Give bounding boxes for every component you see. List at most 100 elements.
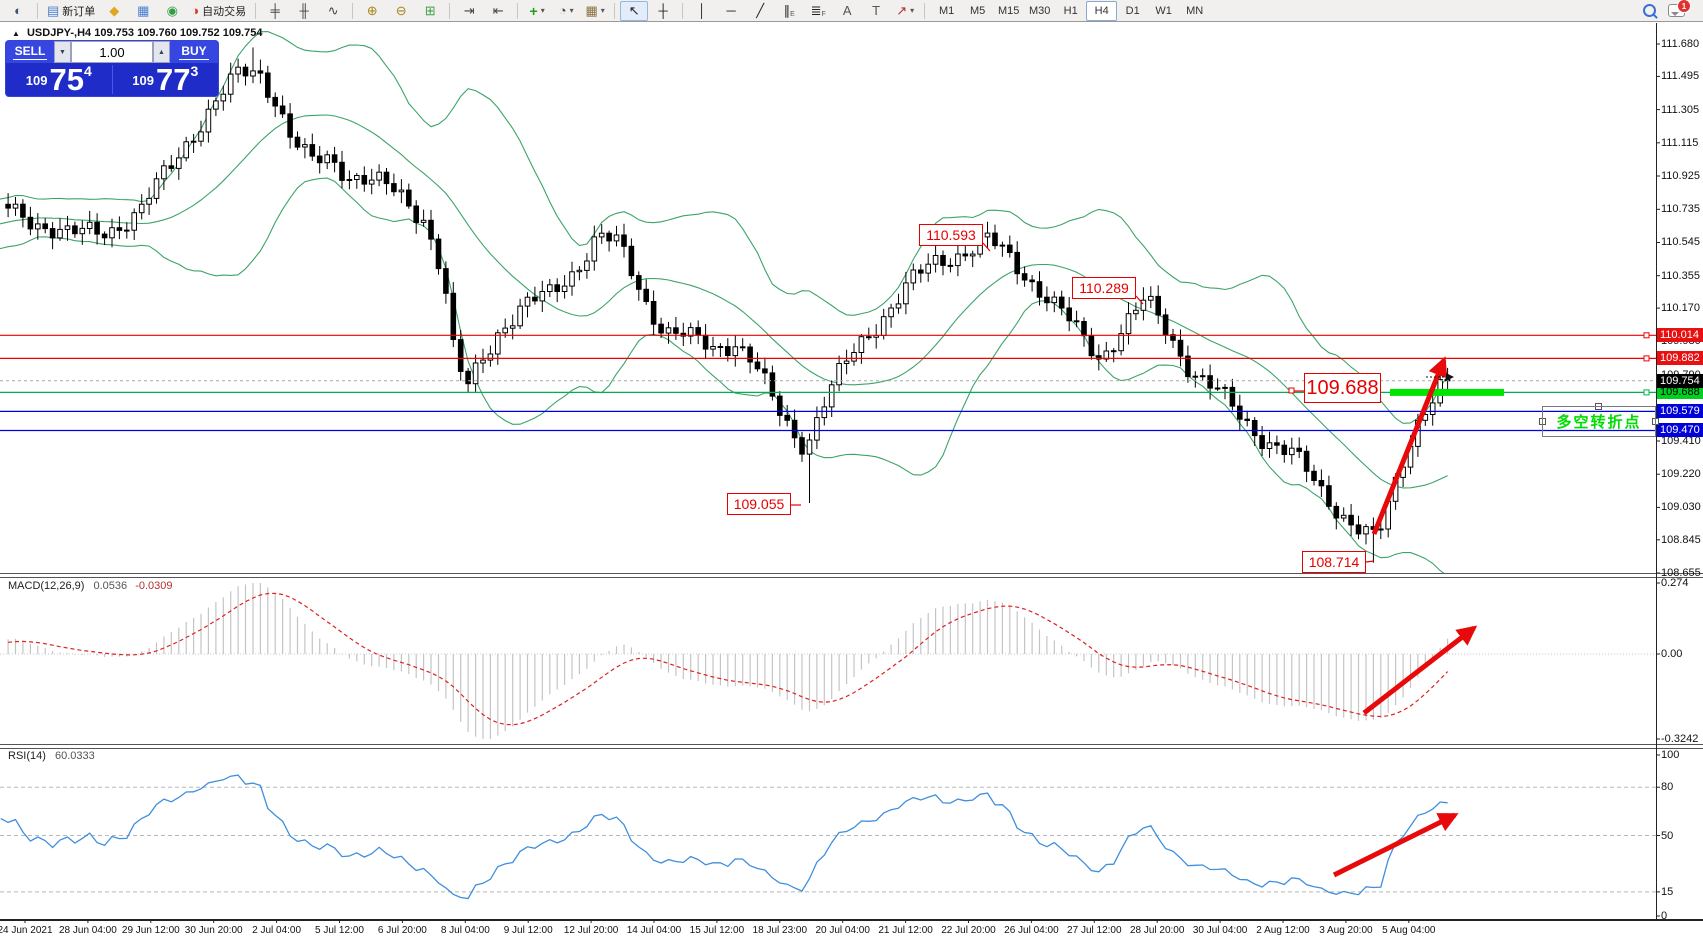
auto-scroll-icon: ⇤ [492,3,504,18]
note-text: 多空转折点 [1556,414,1642,431]
chart-shift-button[interactable]: ⇥ [455,1,483,21]
channel-button[interactable]: ∥ E [775,1,803,21]
buy-button[interactable]: BUY [170,41,218,63]
crosshair-button[interactable]: ┼ [649,1,677,21]
sell-price[interactable]: 109 75 4 [6,63,112,96]
sell-button-label: SELL [12,44,48,60]
rsi-label: RSI(14) 60.0333 [8,750,95,762]
text-button[interactable]: A [833,1,861,21]
rsi-name: RSI(14) [8,750,46,762]
trendline-button[interactable]: ╱ [746,1,774,21]
toolbar-separator [352,2,354,19]
line-chart-button[interactable]: ∿ [319,1,347,21]
time-axis-separator [0,919,1703,921]
price-divider [111,65,113,94]
arrows-button[interactable]: ↗ ▾ [891,1,919,21]
search-icon[interactable] [1643,4,1656,17]
zoom-out-icon: ⊖ [395,3,407,18]
toolbar-separator [924,2,926,19]
sell-price-pip: 4 [83,63,92,79]
signals-button[interactable]: ◉ [158,1,186,21]
callout-leader [982,242,991,252]
timeframe-m5[interactable]: M5 [970,4,986,17]
autotrading-button[interactable]: ◑ 自动交易 [187,1,250,21]
timeframe-m15[interactable]: M15 [997,4,1020,17]
buy-price[interactable]: 109 77 3 [113,63,219,96]
chat-icon[interactable]: 1 [1668,0,1691,17]
candlestick-chart-icon: ╫ [299,3,309,18]
candlestick-chart-button[interactable]: ╫ [290,1,318,21]
terminal-button[interactable]: ▦ [129,1,157,21]
app-button[interactable]: ◐ [4,1,32,21]
templates-button[interactable]: ▦ ▾ [581,1,609,21]
bar-chart-button[interactable]: ╪ [261,1,289,21]
chart-shift-icon: ⇥ [463,3,475,18]
channel-icon: ∥ [783,3,791,18]
metaeditor-button[interactable]: ◆ [100,1,128,21]
volume-decrease-button[interactable]: ▼ [54,41,71,63]
timeframe-w1[interactable]: W1 [1155,4,1172,17]
new-order-button[interactable]: ▤ 新订单 [43,1,99,21]
volume-increase-button[interactable]: ▲ [153,41,170,63]
toolbar-buttons: ◐ ▤ 新订单 ◆ ▦ ◉ ◑ 自动交易 ╪ ╫ ∿ ⊕ ⊖ ⊞ ⇥ ⇤ + ▾ ◔ ▾ ▦ ▾ ↖ ┼ │ ─ ╱ ∥ E ≣ F A T ↗ ▾ [4,0,929,21]
buy-price-pip: 3 [190,63,199,79]
indicators-button[interactable]: + ▾ [523,1,551,21]
new-order-button-label: 新订单 [62,5,96,18]
trade-widget-header: SELL ▼ ▲ BUY [6,41,218,63]
symbol-period-label: USDJPY-,H4 [26,27,92,39]
zoom-out-button[interactable]: ⊖ [387,1,415,21]
trend-arrow[interactable] [1371,356,1448,535]
text-label-button[interactable]: T [862,1,890,21]
cursor-button[interactable]: ↖ [620,0,649,21]
timeframe-m1[interactable]: M1 [939,4,955,17]
vertical-line-button[interactable]: │ [688,1,716,21]
chat-badge: 1 [1677,0,1691,13]
sell-button[interactable]: SELL [6,41,54,63]
fibonacci-icon-sub: F [821,11,826,18]
metaeditor-icon: ◆ [109,3,120,18]
auto-scroll-button[interactable]: ⇤ [484,1,512,21]
toolbar-separator [37,2,38,19]
rsi-value: 60.0333 [54,750,95,762]
collapse-triangle-icon[interactable]: ▲ [12,29,20,38]
horizontal-line-button[interactable]: ─ [717,1,745,21]
channel-icon-sub: E [790,11,795,18]
periods-button[interactable]: ◔ ▾ [552,1,580,21]
indicators-icon: + [529,2,538,19]
toolbar-separator [614,2,616,19]
macd-panel-separator[interactable] [0,573,1703,578]
macd-main-value: 0.0536 [93,580,128,592]
timeframe-d1[interactable]: D1 [1125,4,1140,17]
trend-arrow[interactable] [1362,625,1478,715]
fibonacci-button[interactable]: ≣ F [804,1,832,21]
cursor-icon: ↖ [628,3,640,18]
note-box[interactable]: 多空转折点 [1542,406,1656,437]
toolbar-separator [449,2,451,19]
trend-arrow[interactable] [1332,812,1459,878]
dropdown-caret-icon: ▾ [600,6,605,15]
rsi-line [0,774,1448,900]
signals-icon: ◉ [166,3,178,18]
trade-widget-prices: 109 75 4 109 77 3 [6,63,218,96]
buy-price-prefix: 109 [132,73,154,88]
timeframe-m30[interactable]: M30 [1028,4,1051,17]
timeframe-mn[interactable]: MN [1186,4,1204,17]
arrows-icon: ↗ [896,3,908,18]
line-chart-icon: ∿ [327,3,339,18]
timeframe-h4[interactable]: H4 [1086,0,1118,21]
timeframe-h1[interactable]: H1 [1063,4,1078,17]
zoom-in-button[interactable]: ⊕ [358,1,386,21]
ohlc-values: 109.753 109.760 109.752 109.754 [94,27,263,39]
rsi-panel-separator[interactable] [0,744,1703,749]
level-lines[interactable] [0,332,1656,432]
bollinger-bands [0,31,1449,577]
volume-input[interactable] [71,41,153,63]
tile-windows-button[interactable]: ⊞ [416,1,444,21]
text-label-icon: T [872,3,881,18]
buy-price-big: 77 [155,61,191,97]
toolbar-separator [517,2,519,19]
terminal-icon: ▦ [137,3,150,18]
horizontal-line-icon: ─ [726,3,736,18]
